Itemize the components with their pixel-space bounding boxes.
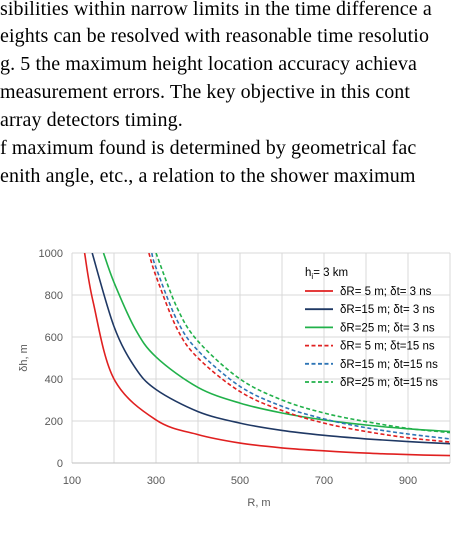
axis-layer: 0 200 400 600 800 1000 100 300 500 700 900 R, m δh, …: [18, 248, 417, 509]
paper-text-line-7: enith angle, etc., a relation to the sho…: [0, 165, 416, 187]
grid-layer: [71, 252, 451, 464]
paper-text-line-2: eights can be resolved with reasonable t…: [0, 25, 430, 47]
paper-text-line-4: measurement errors. The key objective in…: [0, 81, 411, 103]
y-tick-label: 600: [45, 332, 63, 344]
legend-entry-5: δR=15 m; δt=15 ns: [340, 359, 438, 371]
series-curve-1: [83, 253, 450, 457]
series-curve-5: [151, 253, 450, 440]
x-tick-label: 300: [147, 475, 165, 487]
curve-layer: [83, 253, 450, 457]
x-tick-label: 700: [315, 475, 333, 487]
x-tick-label: 100: [63, 475, 81, 487]
y-tick-label: 200: [45, 416, 63, 428]
legend-entry-1: δR= 5 m; δt= 3 ns: [340, 286, 432, 298]
legend-title: hi= 3 km: [305, 267, 348, 281]
paper-text-line-5: array detectors timing.: [0, 109, 183, 131]
y-tick-label: 800: [45, 290, 63, 302]
y-tick-label: 400: [45, 374, 63, 386]
series-curve-2: [91, 253, 450, 445]
height-accuracy-chart: 0 200 400 600 800 1000 100 300 500 700 900 R, m δh, …: [18, 248, 451, 509]
series-curve-3: [102, 253, 450, 433]
legend-entry-4: δR= 5 m; δt=15 ns: [340, 341, 435, 353]
series-curve-6: [155, 253, 450, 434]
paper-text-line-3: g. 5 the maximum height location accurac…: [0, 53, 417, 75]
y-tick-label: 0: [57, 458, 63, 470]
legend-entry-6: δR=25 m; δt=15 ns: [340, 377, 438, 389]
y-tick-label: 1000: [39, 248, 63, 260]
paper-text-excerpt: sibilities within narrow limits in the t…: [0, 0, 474, 215]
legend: hi= 3 km δR= 5 m; δt= 3 ns δR=15 m; δt= 3 …: [305, 267, 438, 389]
paper-text-line-1: sibilities within narrow limits in the t…: [0, 0, 432, 20]
series-curve-4: [148, 253, 450, 443]
x-tick-label: 900: [399, 475, 417, 487]
paper-text-line-6: f maximum found is determined by geometr…: [0, 137, 417, 159]
legend-entry-3: δR=25 m; δt= 3 ns: [340, 322, 435, 334]
y-axis-label: δh, m: [18, 344, 30, 372]
x-axis-label: R, m: [247, 497, 270, 509]
figure-chart: 0 200 400 600 800 1000 100 300 500 700 900 R, m δh, …: [0, 228, 474, 535]
x-tick-label: 500: [231, 475, 249, 487]
legend-entry-2: δR=15 m; δt= 3 ns: [340, 304, 435, 316]
